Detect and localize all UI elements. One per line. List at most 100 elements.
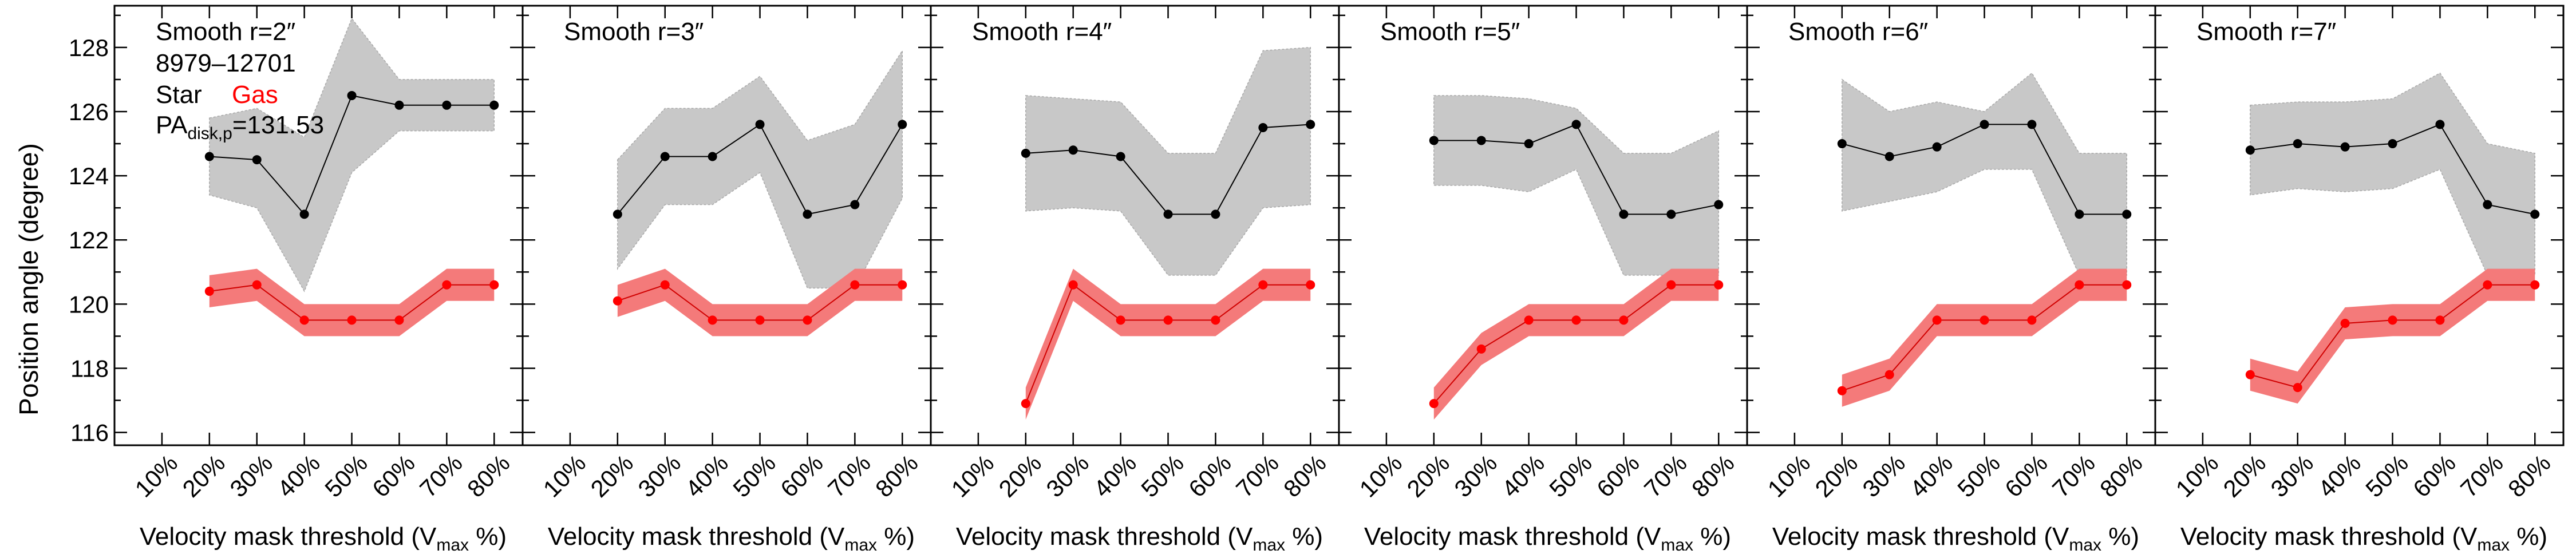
star-point xyxy=(347,90,357,100)
gas-point xyxy=(898,280,907,290)
x-axis-label: Velocity mask threshold (Vmax %) xyxy=(2180,523,2547,555)
gas-point xyxy=(1837,386,1847,395)
legend-star: Star xyxy=(156,81,202,109)
gas-point xyxy=(1429,399,1439,409)
x-tick-label: 10% xyxy=(2171,449,2224,502)
x-axis-label: Velocity mask threshold (Vmax %) xyxy=(548,523,915,555)
star-point xyxy=(1476,136,1486,145)
x-axis-label: Velocity mask threshold (Vmax %) xyxy=(140,523,507,555)
x-axis-label-sub: max xyxy=(844,536,877,555)
x-tick-label: 50% xyxy=(319,449,373,502)
gas-point xyxy=(2435,315,2445,325)
y-tick-label: 118 xyxy=(70,355,109,382)
star-point xyxy=(1837,139,1847,149)
star-point xyxy=(1524,139,1534,149)
star-point xyxy=(2027,120,2037,129)
x-tick-label: 70% xyxy=(1231,449,1284,502)
gas-point xyxy=(1619,315,1629,325)
gas-uncertainty-band xyxy=(1025,268,1311,420)
x-tick-label: 60% xyxy=(1591,449,1645,502)
legend-gas: Gas xyxy=(232,81,278,109)
x-tick-label: 80% xyxy=(870,449,923,502)
gas-point xyxy=(1714,280,1724,290)
x-axis-label: Velocity mask threshold (Vmax %) xyxy=(1772,523,2139,555)
x-tick-label: 30% xyxy=(1041,449,1094,502)
y-tick-label: 124 xyxy=(69,163,109,189)
star-point xyxy=(850,200,860,209)
star-point xyxy=(442,100,452,110)
panel-title: Smooth r=2″ xyxy=(156,18,295,46)
gas-point xyxy=(204,286,214,296)
star-point xyxy=(252,155,262,165)
panel-title: Smooth r=6″ xyxy=(1788,18,1928,46)
x-tick-label: 20% xyxy=(994,449,1047,502)
gas-point xyxy=(1306,280,1315,290)
star-point xyxy=(394,100,404,110)
x-axis-label-main: Velocity mask threshold (V xyxy=(956,523,1253,551)
star-point xyxy=(1932,142,1942,152)
x-tick-label: 70% xyxy=(1639,449,1692,502)
pa-annotation: PAdisk,p=131.53 xyxy=(156,111,324,143)
gas-point xyxy=(1211,315,1220,325)
panel-5: 10%20%30%40%50%60%70%80% Smooth r=6″ Veloc… xyxy=(1746,5,2156,555)
x-axis-label-sub: max xyxy=(2477,536,2510,555)
panel-title: Smooth r=4″ xyxy=(972,18,1112,46)
x-tick-label: 80% xyxy=(462,449,515,502)
x-axis-label-main: Velocity mask threshold (V xyxy=(140,523,437,551)
star-point xyxy=(2388,139,2397,149)
star-point xyxy=(1619,209,1629,219)
x-tick-label: 10% xyxy=(946,449,999,502)
galaxy-id: 8979–12701 xyxy=(156,49,296,77)
x-tick-label: 20% xyxy=(1402,449,1455,502)
x-tick-label: 30% xyxy=(2265,449,2318,502)
x-tick-label: 20% xyxy=(1810,449,1863,502)
x-tick-label: 20% xyxy=(586,449,639,502)
gas-uncertainty-band xyxy=(1433,268,1719,420)
x-tick-label: 70% xyxy=(2047,449,2100,502)
x-tick-label: 30% xyxy=(633,449,686,502)
x-axis-label-sub: max xyxy=(1661,536,1693,555)
y-tick-label: 116 xyxy=(70,420,109,446)
panel-6: 10%20%30%40%50%60%70%80% Smooth r=7″ Veloc… xyxy=(2154,5,2565,555)
gas-point xyxy=(1666,280,1676,290)
star-point xyxy=(489,100,499,110)
star-point xyxy=(660,152,670,161)
y-tick-label: 128 xyxy=(69,34,109,61)
x-tick-label: 80% xyxy=(2095,449,2148,502)
panels: 11611812012212412612810%20%30%40%50%60%7… xyxy=(69,5,2565,555)
gas-point xyxy=(708,315,717,325)
x-tick-label: 60% xyxy=(367,449,420,502)
star-uncertainty-band xyxy=(1025,47,1311,276)
gas-point xyxy=(2388,315,2397,325)
star-point xyxy=(1666,209,1676,219)
x-axis-label-tail: %) xyxy=(2101,523,2139,551)
gas-point xyxy=(850,280,860,290)
gas-point xyxy=(1068,280,1078,290)
star-point xyxy=(1211,209,1220,219)
x-tick-label: 80% xyxy=(1686,449,1740,502)
x-tick-label: 30% xyxy=(1857,449,1910,502)
x-axis-label-main: Velocity mask threshold (V xyxy=(1364,523,1661,551)
x-tick-label: 40% xyxy=(1496,449,1550,502)
y-axis-label: Position angle (degree) xyxy=(14,143,44,415)
x-axis-label: Velocity mask threshold (Vmax %) xyxy=(1364,523,1731,555)
star-point xyxy=(204,152,214,161)
x-tick-label: 80% xyxy=(2503,449,2556,502)
pa-annotation-value: =131.53 xyxy=(232,111,324,139)
x-axis-label: Velocity mask threshold (Vmax %) xyxy=(956,523,1323,555)
gas-point xyxy=(299,315,309,325)
panel-2: 10%20%30%40%50%60%70%80% Smooth r=3″ Veloc… xyxy=(521,5,932,555)
x-tick-label: 40% xyxy=(272,449,325,502)
star-point xyxy=(299,209,309,219)
x-tick-label: 80% xyxy=(1278,449,1332,502)
x-tick-label: 20% xyxy=(177,449,231,502)
x-axis-label-sub: max xyxy=(1253,536,1285,555)
star-point xyxy=(1306,120,1315,129)
x-tick-label: 60% xyxy=(775,449,828,502)
gas-point xyxy=(1980,315,1989,325)
star-point xyxy=(1258,123,1268,133)
panel-title: Smooth r=5″ xyxy=(1380,18,1520,46)
x-tick-label: 10% xyxy=(538,449,591,502)
star-uncertainty-band xyxy=(1842,72,2128,276)
